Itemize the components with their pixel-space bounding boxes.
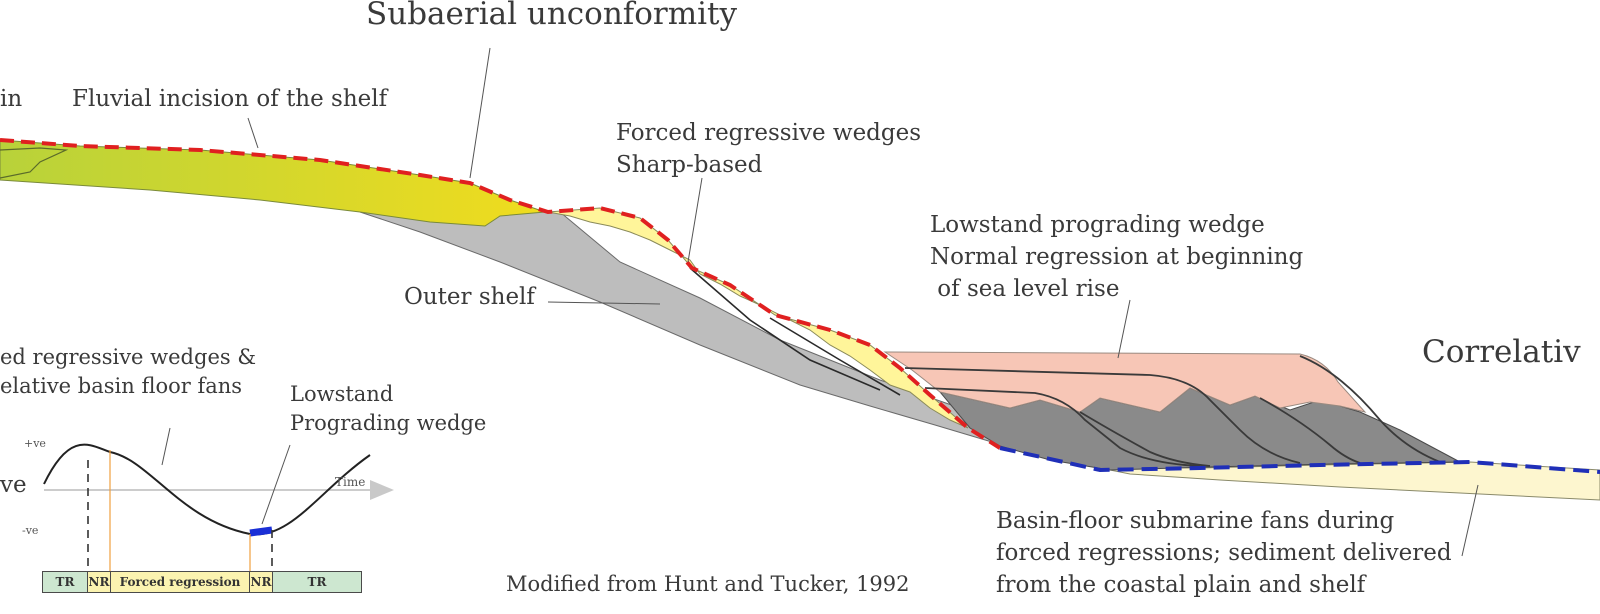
clinoform-5	[1299, 355, 1441, 463]
clinoform-4	[1259, 397, 1361, 464]
stage-tr-2: TR	[272, 571, 362, 593]
stage-nr-2: NR	[249, 571, 273, 593]
leader-outer-shelf	[547, 301, 661, 305]
leader-lowstand	[1117, 299, 1131, 359]
leader-inset-lowstand	[261, 444, 291, 525]
lowstand-wedge-label: Lowstand prograding wedge	[930, 212, 1265, 238]
fluvial-incision-label: Fluvial incision of the shelf	[72, 86, 388, 112]
normal-regression-label: Normal regression at beginning	[930, 244, 1304, 270]
forced-regressive-label: Forced regressive wedges	[616, 120, 922, 146]
sea-level-rise-label: of sea level rise	[930, 276, 1120, 302]
forced-wedge-lines	[689, 267, 901, 396]
sea-level-curve	[43, 443, 371, 536]
subaerial-unconformity-label: Subaerial unconformity	[366, 0, 738, 32]
lowstand-small-label-1: Lowstand	[290, 382, 394, 406]
clinoform-lines	[904, 355, 1441, 467]
subaerial-unconformity-line	[0, 138, 1002, 450]
basin-floor-fan	[1089, 461, 1600, 501]
stage-forced-regression: Forced regression	[110, 571, 250, 593]
axis-negative-label: -ve	[22, 524, 39, 537]
lowstand-wedge-body	[883, 351, 1367, 413]
leader-forced	[687, 177, 703, 263]
correlative-conformity-line	[999, 446, 1600, 474]
correlative-label: Correlativ	[1422, 334, 1581, 370]
time-axis-arrow	[370, 480, 394, 500]
axis-positive-label: +ve	[24, 437, 46, 450]
boundary-dashes	[87, 460, 273, 572]
nr-markers	[109, 450, 251, 590]
leader-basin-floor	[1461, 484, 1479, 557]
forced-fans-label-1: ed regressive wedges &	[0, 345, 257, 369]
fragment-in-label: in	[0, 86, 23, 112]
clinoform-1	[904, 367, 1301, 464]
leader-lines	[247, 47, 1479, 557]
lowstand-small-label-2: Prograding wedge	[290, 411, 487, 435]
leader-subaerial	[469, 47, 491, 179]
lowstand-curve-marker	[249, 526, 273, 537]
forced-line-2	[769, 317, 901, 396]
leader-inset-fans	[161, 427, 171, 466]
credit-label: Modified from Hunt and Tucker, 1992	[506, 572, 910, 596]
axis-fragment-label: ve	[0, 472, 27, 498]
stage-nr-1: NR	[87, 571, 111, 593]
stage-tr-1: TR	[42, 571, 88, 593]
fluvial-incision-jag	[0, 147, 69, 179]
leader-fluvial	[247, 117, 259, 149]
forced-fans-label-2: elative basin floor fans	[0, 374, 243, 398]
clinoform-3	[1079, 411, 1211, 467]
basin-floor-label-3: from the coastal plain and shelf	[996, 572, 1366, 598]
basin-floor-label-2: forced regressions; sediment delivered	[996, 540, 1452, 566]
basin-floor-label-1: Basin-floor submarine fans during	[996, 508, 1395, 534]
outer-shelf-label: Outer shelf	[404, 284, 535, 310]
sharp-based-label: Sharp-based	[616, 152, 763, 178]
forced-line-1	[689, 267, 881, 391]
clinoform-2	[924, 387, 1201, 467]
time-label: Time	[335, 475, 366, 489]
